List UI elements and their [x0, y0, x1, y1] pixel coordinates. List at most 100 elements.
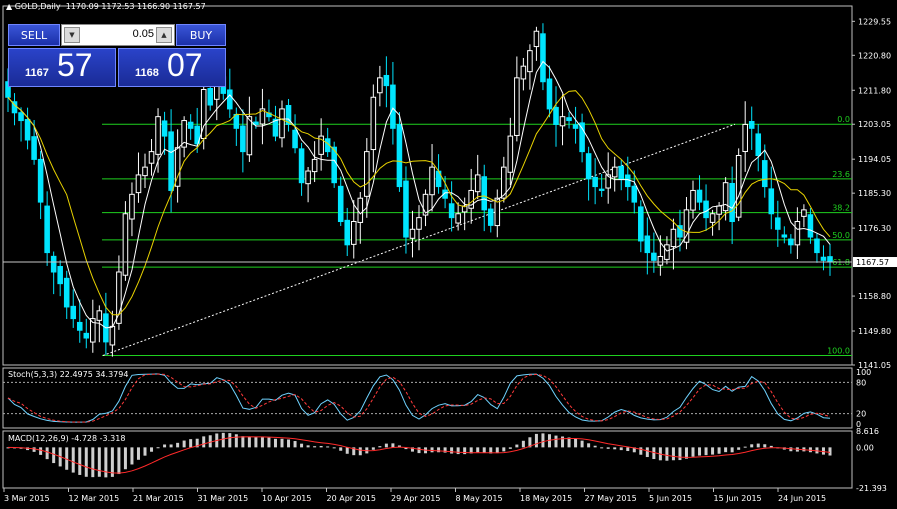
axes: 1229.55 1220.80 1211.80 1203.05 1194.05 1185.… [3, 17, 897, 503]
stoch-tick-label: 80 [856, 378, 866, 387]
macd-histogram-bar [534, 433, 538, 448]
macd-histogram-bar [724, 447, 728, 453]
macd-histogram-bar [528, 437, 532, 448]
price-tick-label: 1141.05 [858, 361, 891, 370]
macd-histogram-bar [430, 447, 434, 453]
fib-level-label: 50.0 [832, 231, 850, 240]
macd-tick-label: 8.616 [856, 427, 879, 436]
date-tick-label: 31 Mar 2015 [198, 494, 249, 503]
candle-body [305, 170, 311, 185]
date-tick-label: 3 Mar 2015 [4, 494, 50, 503]
moving-averages [7, 60, 831, 329]
macd-histogram-bar [737, 447, 741, 450]
stochastic-label: Stoch(5,3,3) 22.4975 34.3794 [8, 370, 129, 379]
macd-histogram-bar [756, 443, 760, 448]
lot-size-value[interactable]: 0.05 [132, 28, 154, 40]
candle-body [416, 217, 422, 230]
candle-body [553, 106, 559, 125]
candle-body [18, 112, 24, 122]
fibonacci-retracement[interactable]: 0.0 23.6 38.2 50.0 61.8 100.0 [102, 115, 852, 356]
macd-histogram-bar [339, 447, 343, 451]
macd-histogram-bar [84, 447, 88, 477]
stoch-main-line [7, 373, 831, 423]
candle-body [598, 188, 605, 191]
candle-body [507, 135, 514, 173]
one-click-trading-panel: SELL ▼ 0.05 ▲ BUY 1167 57 1168 07 [8, 24, 226, 87]
macd-histogram-bar [267, 437, 271, 448]
current-price-box [853, 257, 897, 268]
candle-body [807, 214, 814, 238]
macd-histogram-bar [345, 447, 349, 454]
candle-body [664, 244, 670, 260]
candle-body [611, 166, 618, 178]
macd-histogram-bar [476, 447, 480, 453]
macd-histogram-bar [554, 435, 558, 448]
candle-body [527, 50, 533, 73]
macd-histogram-bar [711, 447, 715, 455]
candle-body [788, 238, 794, 246]
ma-slow-line [7, 90, 831, 316]
candle-body [801, 209, 807, 217]
macd-histogram-bar [789, 447, 793, 452]
ask-price-big: 07 [167, 47, 203, 83]
candle-body [455, 213, 461, 224]
buy-button[interactable]: BUY [176, 24, 226, 46]
macd-histogram-bar [698, 447, 702, 456]
candle-body [44, 205, 50, 254]
candle-body [129, 193, 135, 220]
current-price-label: 1167.57 [856, 258, 889, 267]
buy-price-box[interactable]: 1168 07 [118, 47, 226, 87]
candle-body [396, 123, 403, 188]
date-tick-label: 15 Jun 2015 [714, 494, 762, 503]
macd-histogram-bar [404, 447, 408, 450]
stochastic-panel-border [2, 367, 853, 429]
macd-histogram-bar [645, 447, 649, 458]
macd-histogram-bar [26, 447, 30, 451]
candle-body [794, 221, 801, 246]
macd-histogram-bar [489, 447, 493, 454]
candle-body [618, 165, 625, 180]
candle-body [768, 188, 775, 215]
macd-histogram-bar [828, 447, 832, 456]
macd-histogram-bar [163, 444, 167, 448]
macd-histogram-bar [71, 447, 75, 473]
sell-price-box[interactable]: 1167 57 [8, 47, 116, 87]
symbol-label: GOLD,Daily [14, 2, 61, 11]
macd-histogram-bar [32, 447, 36, 452]
date-tick-label: 10 Apr 2015 [262, 494, 311, 503]
candle-body [572, 124, 579, 129]
candle-body [442, 189, 448, 199]
candle-body [246, 116, 253, 156]
candle-body [592, 176, 598, 188]
macd-histogram-bar [763, 444, 767, 448]
candle-body [272, 118, 279, 137]
collapse-arrow-icon[interactable]: ▲ [6, 2, 13, 11]
macd-histogram-bar [561, 436, 565, 448]
fib-level-label: 100.0 [827, 346, 850, 355]
macd-histogram-bar [417, 447, 421, 454]
sell-button[interactable]: SELL [8, 24, 60, 46]
candle-body [735, 155, 742, 218]
macd-histogram-bar [280, 438, 284, 448]
macd-histogram-bar [665, 447, 669, 461]
symbol-header: ▲ GOLD,Daily 1170.09 1172.53 1166.90 116… [6, 2, 206, 11]
date-tick-label: 24 Jun 2015 [778, 494, 826, 503]
macd-histogram-bar [306, 445, 310, 448]
macd-histogram-bar [39, 447, 43, 455]
macd-histogram-bar [176, 442, 180, 448]
candle-body [429, 166, 435, 196]
candle-body [775, 217, 781, 230]
macd-histogram-bar [45, 447, 49, 460]
candle-body [259, 108, 266, 125]
candle-body [814, 238, 820, 254]
candle-body [187, 121, 194, 129]
candle-body [409, 228, 416, 239]
candle-body [448, 203, 455, 219]
date-tick-label: 5 Jun 2015 [649, 494, 692, 503]
lot-increase-icon[interactable]: ▲ [156, 27, 172, 43]
lot-decrease-icon[interactable]: ▼ [64, 27, 80, 43]
macd-histogram-bar [319, 445, 323, 448]
lot-size-field[interactable]: ▼ 0.05 ▲ [61, 24, 175, 46]
